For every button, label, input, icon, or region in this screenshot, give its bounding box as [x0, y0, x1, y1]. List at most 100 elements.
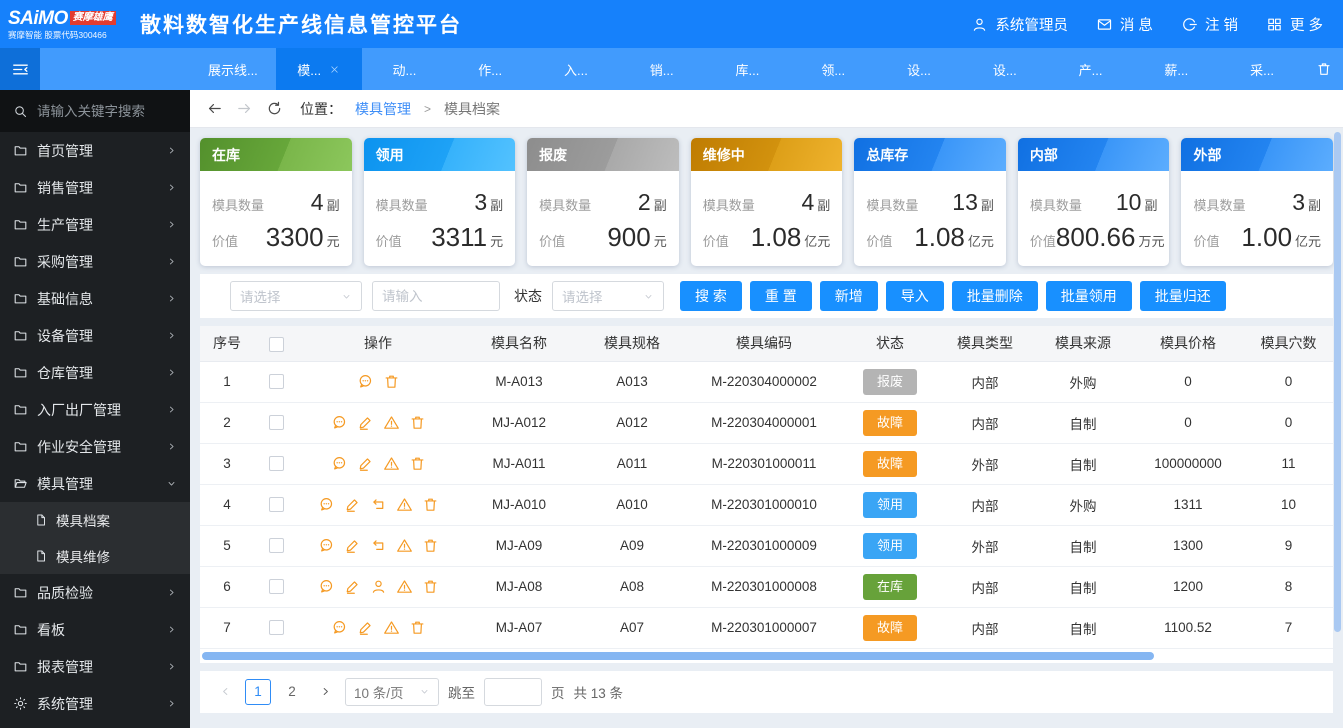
vertical-scrollbar[interactable] — [1334, 132, 1341, 632]
topbar-more-button[interactable]: 更 多 — [1266, 14, 1323, 35]
edit-action-icon[interactable] — [344, 537, 361, 554]
delete-action-icon[interactable] — [409, 414, 426, 431]
chevron-right-icon — [166, 330, 177, 341]
batch-delete-button[interactable]: 批量删除 — [951, 281, 1038, 311]
horizontal-scrollbar[interactable] — [202, 651, 1154, 660]
sidebar-item-4[interactable]: 采购管理 — [0, 243, 190, 280]
row-checkbox[interactable] — [268, 497, 284, 513]
tab-2[interactable]: 模... — [275, 48, 362, 90]
forward-icon[interactable] — [236, 100, 253, 117]
edit-action-icon[interactable] — [357, 455, 374, 472]
delete-action-icon[interactable] — [409, 619, 426, 636]
card-title: 维修中 — [690, 138, 843, 171]
close-tab-icon[interactable] — [329, 64, 340, 75]
tab-13[interactable]: 采... — [1219, 48, 1305, 90]
comment-action-icon[interactable] — [331, 414, 348, 431]
sidebar-item-12[interactable]: 看板 — [0, 611, 190, 648]
sidebar-item-9[interactable]: 作业安全管理 — [0, 428, 190, 465]
return-action-icon[interactable] — [370, 496, 387, 513]
tab-9[interactable]: 设... — [876, 48, 962, 90]
sidebar-subitem-模具档案[interactable]: 模具档案 — [0, 502, 190, 538]
back-icon[interactable] — [206, 100, 223, 117]
delete-action-icon[interactable] — [383, 373, 400, 390]
row-checkbox[interactable] — [268, 374, 284, 390]
comment-action-icon[interactable] — [331, 619, 348, 636]
tab-6[interactable]: 销... — [619, 48, 705, 90]
edit-action-icon[interactable] — [344, 496, 361, 513]
card-body: 模具数量 4 副价值 3300 元 — [200, 171, 352, 266]
import-button[interactable]: 导入 — [885, 281, 944, 311]
jump-label: 跳至 — [448, 685, 475, 701]
tab-3[interactable]: 动... — [362, 48, 448, 90]
sidebar-item-11[interactable]: 品质检验 — [0, 574, 190, 611]
add-button[interactable]: 新增 — [819, 281, 878, 311]
sidebar-item-6[interactable]: 设备管理 — [0, 317, 190, 354]
edit-action-icon[interactable] — [344, 578, 361, 595]
next-page-button[interactable] — [314, 679, 336, 705]
row-checkbox[interactable] — [268, 415, 284, 431]
edit-action-icon[interactable] — [357, 619, 374, 636]
comment-action-icon[interactable] — [357, 373, 374, 390]
sidebar-item-8[interactable]: 入厂出厂管理 — [0, 391, 190, 428]
sidebar-item-2[interactable]: 销售管理 — [0, 169, 190, 206]
person-action-icon[interactable] — [370, 578, 387, 595]
delete-action-icon[interactable] — [422, 537, 439, 554]
row-checkbox[interactable] — [268, 538, 284, 554]
tab-12[interactable]: 薪... — [1133, 48, 1219, 90]
batch-return-button[interactable]: 批量归还 — [1139, 281, 1226, 311]
page-number-1[interactable]: 1 — [245, 678, 271, 705]
delete-action-icon[interactable] — [422, 578, 439, 595]
search-button[interactable]: 搜 索 — [680, 281, 742, 311]
jump-page-input[interactable] — [484, 677, 542, 706]
sidebar-item-14[interactable]: 系统管理 — [0, 685, 190, 722]
tab-11[interactable]: 产... — [1048, 48, 1134, 90]
close-all-tabs-button[interactable] — [1305, 48, 1343, 90]
prev-page-button[interactable] — [214, 679, 236, 705]
sidebar-item-10[interactable]: 模具管理 — [0, 465, 190, 502]
comment-action-icon[interactable] — [331, 455, 348, 472]
sidebar-item-7[interactable]: 仓库管理 — [0, 354, 190, 391]
status-filter-select[interactable]: 请选择 — [552, 281, 664, 311]
return-action-icon[interactable] — [370, 537, 387, 554]
select-all-checkbox[interactable] — [268, 336, 284, 352]
row-checkbox[interactable] — [268, 620, 284, 636]
breadcrumb-parent-link[interactable]: 模具管理 — [355, 100, 411, 117]
warning-action-icon[interactable] — [396, 496, 413, 513]
comment-action-icon[interactable] — [318, 537, 335, 554]
tab-8[interactable]: 领... — [790, 48, 876, 90]
tab-10[interactable]: 设... — [962, 48, 1048, 90]
collapse-sidebar-button[interactable] — [0, 48, 40, 90]
delete-action-icon[interactable] — [422, 496, 439, 513]
comment-action-icon[interactable] — [318, 578, 335, 595]
filter-keyword-input[interactable] — [372, 281, 500, 311]
sidebar-subitem-模具维修[interactable]: 模具维修 — [0, 538, 190, 574]
tab-4[interactable]: 作... — [447, 48, 533, 90]
warning-action-icon[interactable] — [383, 414, 400, 431]
row-checkbox[interactable] — [268, 456, 284, 472]
page-number-2[interactable]: 2 — [288, 684, 296, 699]
sidebar-item-5[interactable]: 基础信息 — [0, 280, 190, 317]
edit-action-icon[interactable] — [357, 414, 374, 431]
comment-action-icon[interactable] — [318, 496, 335, 513]
topbar-logout-button[interactable]: 注 销 — [1181, 14, 1238, 35]
sidebar-item-1[interactable]: 首页管理 — [0, 132, 190, 169]
delete-action-icon[interactable] — [409, 455, 426, 472]
sidebar-item-3[interactable]: 生产管理 — [0, 206, 190, 243]
warning-action-icon[interactable] — [383, 619, 400, 636]
warning-action-icon[interactable] — [396, 578, 413, 595]
tab-7[interactable]: 库... — [705, 48, 791, 90]
sidebar-item-13[interactable]: 报表管理 — [0, 648, 190, 685]
warning-action-icon[interactable] — [383, 455, 400, 472]
row-checkbox[interactable] — [268, 579, 284, 595]
warning-action-icon[interactable] — [396, 537, 413, 554]
tab-1[interactable]: 展示线... — [190, 48, 276, 90]
reset-button[interactable]: 重 置 — [749, 281, 812, 311]
sidebar-search-input[interactable] — [37, 103, 177, 119]
page-size-select[interactable]: 10 条/页 — [345, 677, 439, 706]
refresh-icon[interactable] — [266, 100, 283, 117]
topbar-admin-button[interactable]: 系统管理员 — [971, 14, 1068, 35]
filter-field-select[interactable]: 请选择 — [230, 281, 362, 311]
topbar-messages-button[interactable]: 消 息 — [1096, 14, 1153, 35]
batch-borrow-button[interactable]: 批量领用 — [1045, 281, 1132, 311]
tab-5[interactable]: 入... — [533, 48, 619, 90]
